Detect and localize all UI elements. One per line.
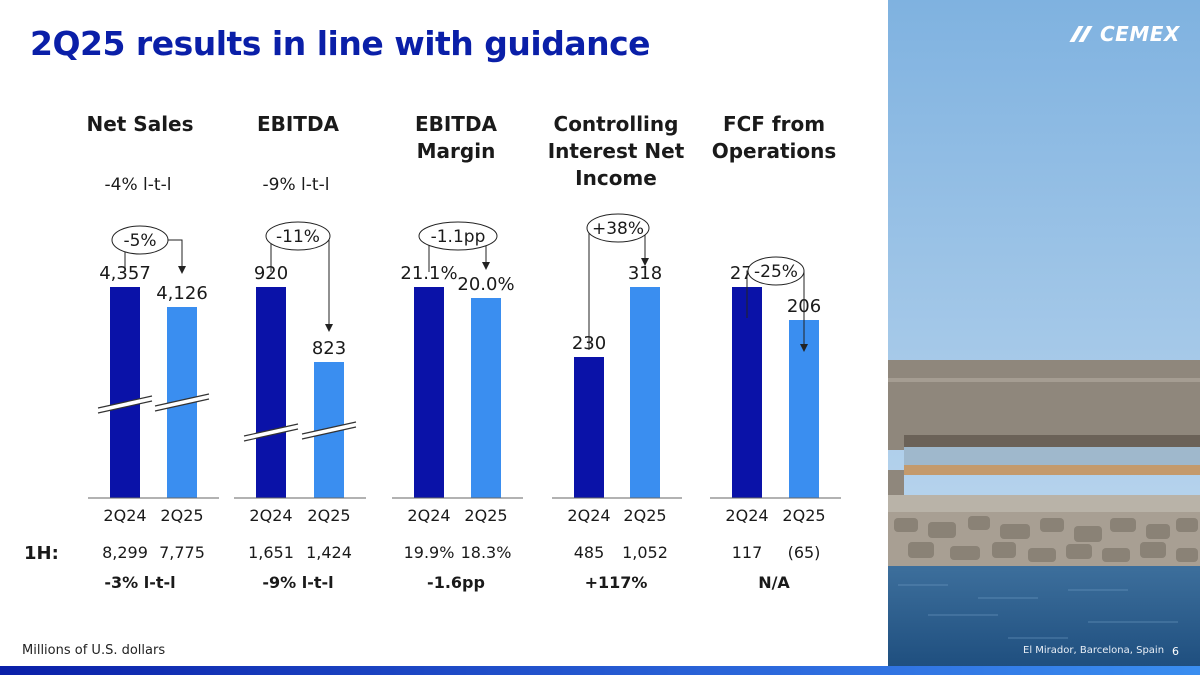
chart-subtitle: -9% l-t-l: [263, 175, 330, 195]
kpi-bar-charts: Net Sales -4% l-t-l 4,357 2Q24 4,126 2Q25 -5% 8…: [24, 112, 841, 592]
change-label: -1.1pp: [431, 227, 486, 247]
tick-label: 2Q25: [782, 506, 825, 525]
bar-2q25: [630, 287, 660, 498]
page-title: 2Q25 results in line with guidance: [30, 24, 651, 63]
bar-2q24: [414, 287, 444, 498]
h1-row-label: 1H:: [24, 543, 59, 564]
axis-break-icon: [97, 395, 153, 414]
cemex-logo: CEMEX: [1069, 22, 1180, 46]
chart-title-line: Margin: [417, 139, 496, 163]
h1-value-2q25: 18.3%: [461, 543, 512, 562]
data-label: 318: [628, 263, 662, 284]
bar-2q24: [732, 287, 762, 498]
photo-el-mirador: [888, 0, 1200, 666]
h1-value-2q25: 1,052: [622, 543, 668, 562]
photo-caption: El Mirador, Barcelona, Spain: [1023, 645, 1165, 656]
tick-label: 2Q24: [249, 506, 292, 525]
change-bubble: [111, 225, 169, 255]
bar-2q25: [471, 298, 501, 498]
data-label: 4,126: [156, 283, 208, 304]
h1-change: N/A: [758, 573, 790, 592]
bar-2q24: [110, 287, 140, 498]
change-label: -5%: [123, 231, 156, 251]
bar-2q24: [256, 287, 286, 498]
tick-label: 2Q25: [623, 506, 666, 525]
tick-label: 2Q24: [103, 506, 146, 525]
tick-label: 2Q24: [725, 506, 768, 525]
chart-title-line: FCF from: [723, 112, 825, 136]
change-label: -11%: [276, 227, 320, 247]
change-label: +38%: [592, 219, 644, 239]
change-bubble: [586, 213, 650, 243]
data-label: 920: [254, 263, 288, 284]
arrow-down-icon: [482, 262, 490, 270]
arrow-down-icon: [800, 344, 808, 352]
axis-break-icon: [301, 421, 357, 440]
change-label: -25%: [754, 262, 798, 282]
tick-label: 2Q25: [160, 506, 203, 525]
h1-value-2q24: 485: [574, 543, 605, 562]
page-number: 6: [1172, 645, 1179, 658]
units-footnote: Millions of U.S. dollars: [22, 643, 166, 658]
chart-subtitle: -4% l-t-l: [105, 175, 172, 195]
chart-title-line: Interest Net: [548, 139, 685, 163]
tick-label: 2Q24: [407, 506, 450, 525]
arrow-down-icon: [325, 324, 333, 332]
chart-title-line: Net Sales: [86, 112, 193, 136]
bar-2q24: [574, 357, 604, 498]
h1-value-2q24: 117: [732, 543, 763, 562]
change-bubble: [418, 221, 498, 251]
chart-title-line: EBITDA: [415, 112, 498, 136]
chart-title-line: Controlling: [554, 112, 679, 136]
cemex-mark-icon: [1069, 26, 1096, 42]
data-label: 823: [312, 338, 346, 359]
h1-change: -9% l-t-l: [262, 573, 333, 592]
tick-label: 2Q25: [307, 506, 350, 525]
h1-value-2q25: 7,775: [159, 543, 205, 562]
h1-value-2q24: 1,651: [248, 543, 294, 562]
change-bubble: [747, 256, 805, 286]
change-bubble: [265, 221, 331, 251]
chart-title-line: EBITDA: [257, 112, 340, 136]
data-label: 21.1%: [400, 263, 457, 284]
h1-value-2q24: 19.9%: [404, 543, 455, 562]
arrow-down-icon: [178, 266, 186, 274]
data-label: 20.0%: [457, 274, 514, 295]
h1-value-2q25: 1,424: [306, 543, 352, 562]
bottom-accent-bar: [0, 666, 1200, 675]
logo-text: CEMEX: [1100, 22, 1180, 46]
h1-value-2q25: (65): [788, 543, 821, 562]
tick-label: 2Q25: [464, 506, 507, 525]
axis-break-icon: [154, 393, 210, 412]
chart-title-line: Operations: [712, 139, 837, 163]
h1-change: +117%: [585, 573, 648, 592]
h1-value-2q24: 8,299: [102, 543, 148, 562]
arrow-down-icon: [641, 258, 649, 266]
axis-break-icon: [243, 423, 299, 442]
tick-label: 2Q24: [567, 506, 610, 525]
h1-change: -1.6pp: [427, 573, 485, 592]
h1-change: -3% l-t-l: [104, 573, 175, 592]
data-label: 4,357: [99, 263, 151, 284]
chart-title-line: Income: [575, 166, 657, 190]
